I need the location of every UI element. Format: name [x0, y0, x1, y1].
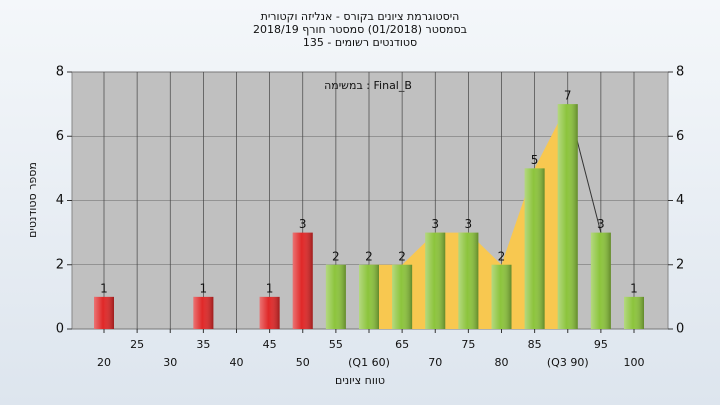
- x-axis-label: טווח ציונים: [335, 374, 385, 387]
- value-label: 7: [564, 89, 572, 103]
- x-tick-label: 25: [130, 338, 144, 351]
- quartile-area: [369, 104, 568, 329]
- value-label: 2: [365, 249, 373, 263]
- bar-shade: [624, 296, 644, 329]
- value-label: 1: [266, 281, 274, 295]
- bar-shade: [590, 232, 611, 329]
- title-line: היסטוגרמת ציונים בקורס - אנליזה וקטורית: [261, 10, 460, 23]
- value-label: 3: [465, 217, 473, 231]
- y-tick-label: 0: [56, 322, 64, 337]
- y-tick-label: 4: [56, 193, 64, 208]
- x-tick-label: 50: [296, 356, 310, 369]
- value-label: 2: [498, 249, 506, 263]
- x-tick-label: 95: [594, 338, 608, 351]
- value-label: 3: [431, 217, 439, 231]
- bar-shade: [94, 296, 114, 329]
- x-tick-label: 80: [495, 356, 509, 369]
- value-label: 3: [597, 217, 605, 231]
- x-tick-label: 100: [624, 356, 645, 369]
- bar-shade: [325, 264, 346, 329]
- value-label: 5: [531, 153, 539, 167]
- y2-tick-label: 0: [676, 322, 684, 337]
- value-label: 3: [299, 217, 307, 231]
- y-tick-label: 2: [56, 257, 64, 272]
- value-label: 2: [398, 249, 406, 263]
- y-tick-label: 6: [56, 129, 64, 144]
- x-tick-label: 85: [528, 338, 542, 351]
- y2-tick-label: 2: [676, 257, 684, 272]
- x-tick-label: (Q3 90): [547, 356, 589, 369]
- value-label: 1: [100, 281, 108, 295]
- x-tick-label: 65: [395, 338, 409, 351]
- x-tick-label: 35: [196, 338, 210, 351]
- bar-shade: [557, 104, 578, 329]
- bar-shade: [491, 264, 512, 329]
- value-label: 1: [630, 281, 638, 295]
- x-tick-label: (Q1 60): [348, 356, 390, 369]
- title-line: סטודנטים רשומים - 135: [303, 36, 417, 49]
- bar-shade: [524, 168, 545, 329]
- title-line: בסמסטר (01/2018) סמסטר חורף 2018/19: [253, 23, 467, 36]
- bar-shade: [359, 264, 379, 329]
- x-tick-label: 30: [163, 356, 177, 369]
- bar-shade: [425, 232, 446, 329]
- y-tick-label: 8: [56, 65, 64, 80]
- x-tick-label: 40: [230, 356, 244, 369]
- x-tick-label: 45: [263, 338, 277, 351]
- bar-shade: [193, 296, 214, 329]
- x-tick-label: 70: [428, 356, 442, 369]
- y2-tick-label: 4: [676, 193, 684, 208]
- bar-shade: [292, 232, 313, 329]
- y2-tick-label: 8: [676, 65, 684, 80]
- x-tick-label: 55: [329, 338, 343, 351]
- y2-tick-label: 6: [676, 129, 684, 144]
- annotation: במשימה : Final_B: [324, 79, 412, 92]
- value-label: 1: [200, 281, 208, 295]
- y-axis-label: מספר סטודנטים: [26, 162, 39, 238]
- bar-shade: [392, 264, 413, 329]
- x-tick-label: 75: [461, 338, 475, 351]
- bar-shade: [458, 232, 479, 329]
- bar-shade: [259, 296, 280, 329]
- value-label: 2: [332, 249, 340, 263]
- x-tick-label: 20: [97, 356, 111, 369]
